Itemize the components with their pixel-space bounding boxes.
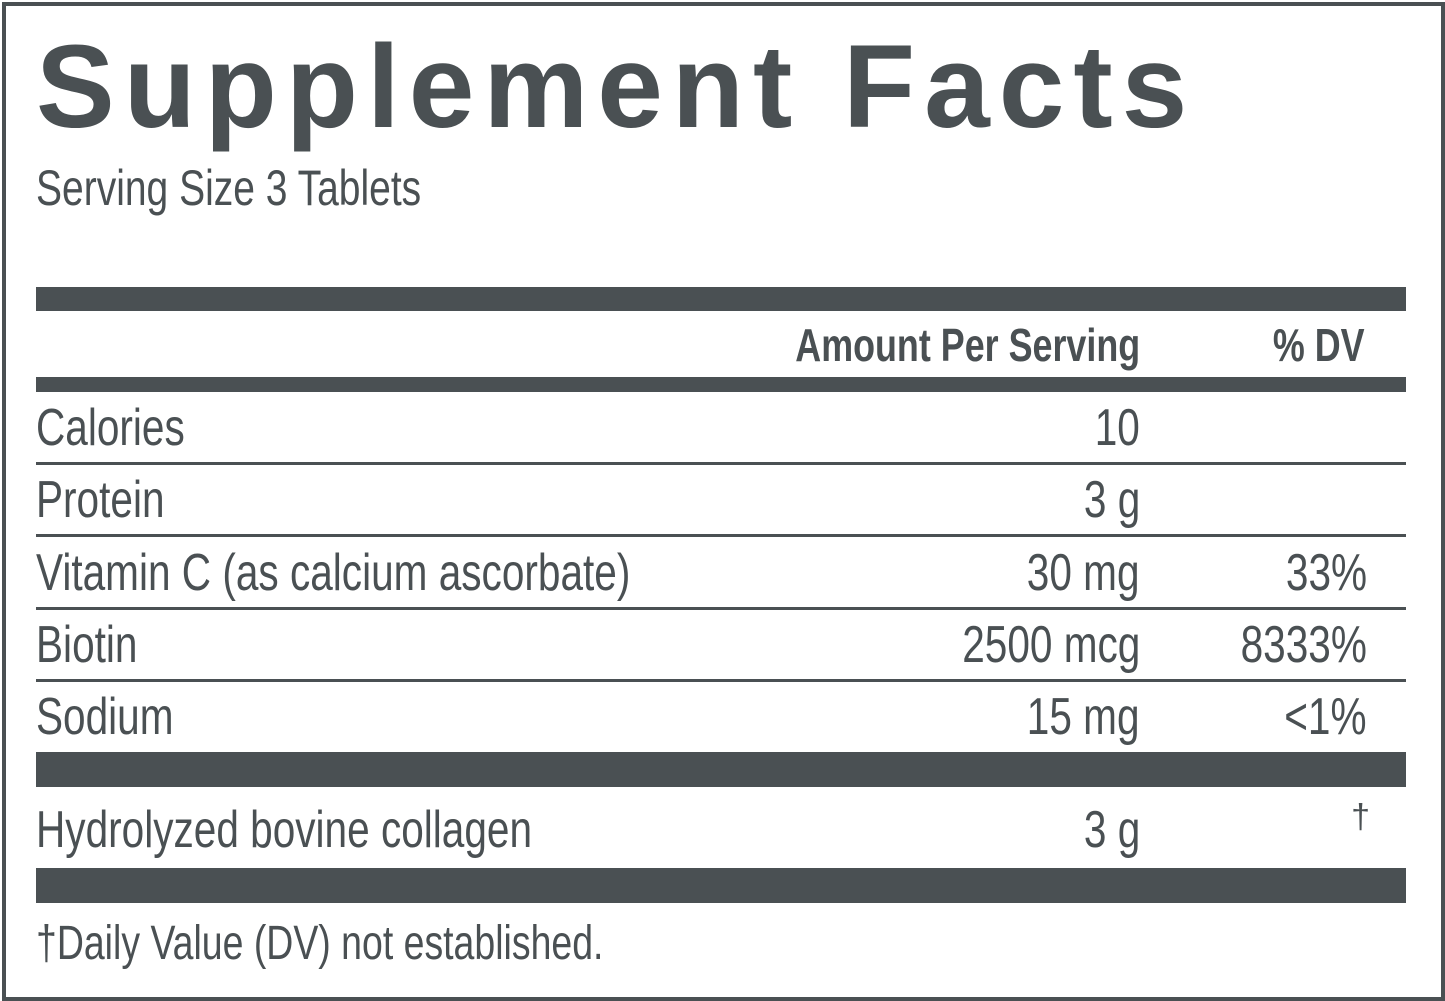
nutrient-dv-text: <1% <box>1284 688 1367 746</box>
nutrient-name-text: Vitamin C (as calcium ascorbate) <box>36 544 631 602</box>
nutrient-amount: 15 mg <box>995 687 1140 747</box>
footnote-text: †Daily Value (DV) not established. <box>36 917 604 970</box>
amount-header: Amount Per Serving <box>698 318 1140 372</box>
footnote: †Daily Value (DV) not established. <box>36 916 763 972</box>
nutrient-name: Sodium <box>36 687 212 747</box>
thin-divider <box>36 534 1406 537</box>
nutrient-name-text: Biotin <box>36 616 138 674</box>
nutrient-amount-text: 10 <box>1094 399 1140 457</box>
other-ingredient-name: Hydrolyzed bovine collagen <box>36 800 672 860</box>
thin-divider <box>36 462 1406 465</box>
nutrient-name: Protein <box>36 470 201 530</box>
thin-divider <box>36 679 1406 682</box>
nutrient-name-text: Protein <box>36 471 165 529</box>
serving-size-text: Serving Size 3 Tablets <box>36 160 422 216</box>
nutrient-dv: 8333% <box>1205 615 1367 675</box>
dagger-mark: † <box>1351 798 1370 836</box>
nutrient-name-text: Calories <box>36 399 185 457</box>
thick-divider <box>36 752 1406 787</box>
nutrient-dv: 33% <box>1263 543 1367 603</box>
other-ingredient-amount: 3 g <box>1068 800 1140 860</box>
nutrient-dv-text: 33% <box>1285 544 1367 602</box>
nutrient-amount-text: 30 mg <box>1027 544 1140 602</box>
nutrient-dv-text: 8333% <box>1240 616 1367 674</box>
nutrient-amount-text: 2500 mcg <box>961 616 1140 674</box>
other-name-text: Hydrolyzed bovine collagen <box>36 801 533 859</box>
nutrient-amount: 2500 mcg <box>912 615 1140 675</box>
nutrient-amount: 30 mg <box>995 543 1140 603</box>
label-title: Supplement Facts <box>36 21 1197 153</box>
serving-size: Serving Size 3 Tablets <box>36 160 530 216</box>
nutrient-amount: 10 <box>1082 398 1140 458</box>
thin-divider <box>36 607 1406 610</box>
thick-divider <box>36 287 1406 311</box>
nutrient-amount: 3 g <box>1068 470 1140 530</box>
thick-divider <box>36 868 1406 903</box>
dv-header: % DV <box>1247 318 1365 372</box>
nutrient-amount-text: 15 mg <box>1027 688 1140 746</box>
medium-divider <box>36 377 1406 392</box>
other-amount-text: 3 g <box>1083 801 1140 859</box>
nutrient-name-text: Sodium <box>36 688 174 746</box>
nutrient-name: Calories <box>36 398 227 458</box>
nutrient-name: Vitamin C (as calcium ascorbate) <box>36 543 798 603</box>
amount-header-text: Amount Per Serving <box>795 319 1140 371</box>
nutrient-name: Biotin <box>36 615 166 675</box>
nutrient-dv: <1% <box>1261 687 1367 747</box>
nutrient-amount-text: 3 g <box>1083 471 1140 529</box>
dv-header-text: % DV <box>1273 319 1365 371</box>
